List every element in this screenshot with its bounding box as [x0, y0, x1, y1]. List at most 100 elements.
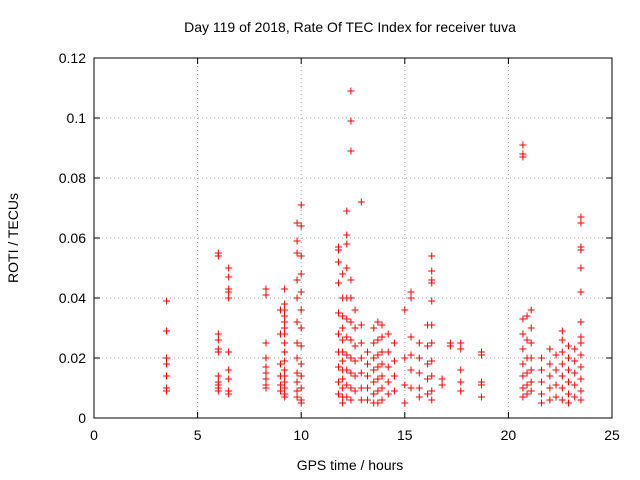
- data-point: [577, 288, 585, 296]
- data-point: [519, 315, 527, 323]
- data-point: [384, 390, 392, 398]
- data-point: [262, 291, 270, 299]
- data-point: [347, 354, 355, 362]
- data-point: [407, 288, 415, 296]
- y-tick-label: 0: [78, 410, 86, 426]
- data-point: [546, 396, 554, 404]
- data-point: [558, 360, 566, 368]
- data-point: [577, 213, 585, 221]
- data-point: [527, 366, 535, 374]
- data-point: [214, 387, 222, 395]
- data-point: [262, 369, 270, 377]
- data-point: [538, 399, 546, 407]
- data-point: [339, 357, 347, 365]
- data-point: [163, 387, 171, 395]
- data-point: [293, 237, 301, 245]
- data-point: [577, 387, 585, 395]
- data-point: [577, 246, 585, 254]
- data-point: [457, 339, 465, 347]
- data-point: [538, 378, 546, 386]
- data-point: [347, 318, 355, 326]
- chart-title: Day 119 of 2018, Rate Of TEC Index for r…: [184, 19, 516, 35]
- data-point: [374, 399, 382, 407]
- data-point: [364, 384, 372, 392]
- data-point: [293, 276, 301, 284]
- data-point: [334, 363, 342, 371]
- data-point: [428, 387, 436, 395]
- y-tick-label: 0.1: [67, 110, 87, 126]
- data-point: [163, 360, 171, 368]
- data-point: [564, 390, 572, 398]
- data-point: [339, 336, 347, 344]
- data-point: [334, 330, 342, 338]
- data-point: [527, 378, 535, 386]
- data-point: [564, 354, 572, 362]
- data-point: [446, 342, 454, 350]
- data-point: [477, 393, 485, 401]
- data-point: [347, 369, 355, 377]
- data-point: [552, 381, 560, 389]
- data-point: [357, 354, 365, 362]
- data-point: [401, 399, 409, 407]
- data-point: [339, 384, 347, 392]
- y-tick-label: 0.02: [59, 350, 86, 366]
- data-point: [564, 342, 572, 350]
- data-point: [281, 393, 289, 401]
- data-point: [523, 369, 531, 377]
- data-point: [343, 264, 351, 272]
- data-point: [390, 339, 398, 347]
- data-point: [552, 366, 560, 374]
- data-point: [370, 324, 378, 332]
- data-point: [364, 372, 372, 380]
- data-point: [293, 378, 301, 386]
- data-point: [477, 351, 485, 359]
- x-tick-label: 5: [194, 427, 202, 443]
- data-point: [384, 378, 392, 386]
- data-point: [343, 207, 351, 215]
- data-point: [293, 387, 301, 395]
- data-point: [163, 327, 171, 335]
- data-point: [339, 270, 347, 278]
- data-point: [457, 387, 465, 395]
- data-point: [343, 240, 351, 248]
- data-point: [364, 360, 372, 368]
- data-point: [225, 366, 233, 374]
- data-point: [276, 387, 284, 395]
- data-point: [281, 348, 289, 356]
- data-point: [571, 369, 579, 377]
- data-point: [527, 387, 535, 395]
- data-point: [571, 381, 579, 389]
- data-point: [281, 324, 289, 332]
- data-point: [477, 381, 485, 389]
- data-point: [558, 327, 566, 335]
- data-point: [546, 384, 554, 392]
- y-tick-label: 0.06: [59, 230, 86, 246]
- data-point: [374, 363, 382, 371]
- data-point: [370, 390, 378, 398]
- data-point: [343, 381, 351, 389]
- data-point: [262, 354, 270, 362]
- data-point: [424, 375, 432, 383]
- data-point: [571, 393, 579, 401]
- data-point: [214, 336, 222, 344]
- data-point: [428, 396, 436, 404]
- data-point: [347, 396, 355, 404]
- data-point: [357, 198, 365, 206]
- data-point: [546, 360, 554, 368]
- data-point: [457, 366, 465, 374]
- data-point: [343, 393, 351, 401]
- data-point: [415, 384, 423, 392]
- data-point: [351, 372, 359, 380]
- data-point: [558, 396, 566, 404]
- data-point: [214, 252, 222, 260]
- data-point: [343, 231, 351, 239]
- data-point: [214, 348, 222, 356]
- data-point: [225, 264, 233, 272]
- data-point: [407, 333, 415, 341]
- data-point: [577, 339, 585, 347]
- data-point: [519, 141, 527, 149]
- data-point: [297, 360, 305, 368]
- data-point: [334, 378, 342, 386]
- data-point: [384, 348, 392, 356]
- data-point: [370, 339, 378, 347]
